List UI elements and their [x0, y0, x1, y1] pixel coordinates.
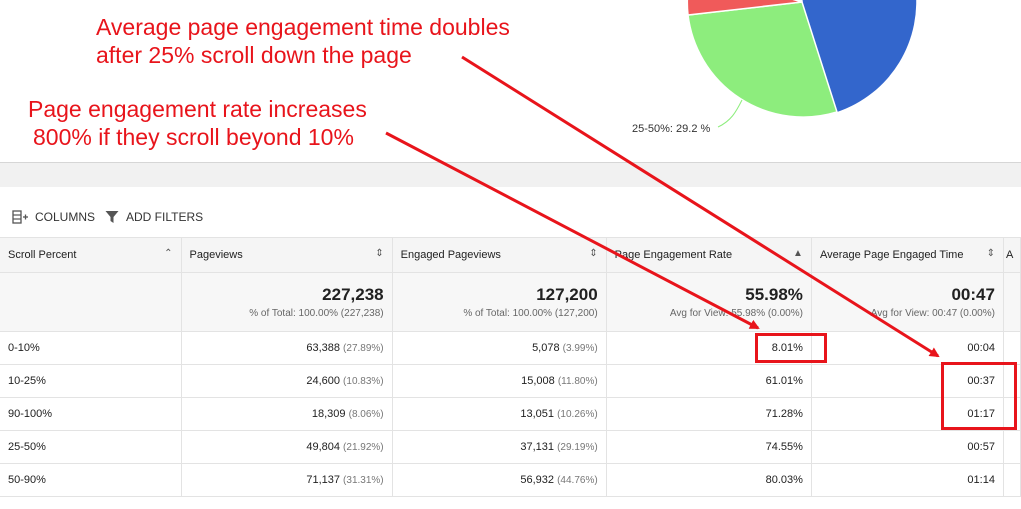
header-average-page-engaged-time[interactable]: Average Page Engaged Time ⇕ [811, 237, 1004, 273]
time-cell: 00:04 [811, 331, 1004, 365]
arrow-to-engagement-rate [385, 131, 760, 330]
add-filters-button[interactable]: ADD FILTERS [105, 210, 203, 224]
scroll-percent-cell[interactable]: 10-25% [0, 364, 182, 398]
totals-row: 227,238% of Total: 100.00% (227,238) 127… [0, 272, 1021, 332]
table-row[interactable]: 0-10% 63,388 (27.89%) 5,078 (3.99%) 8.01… [0, 331, 1021, 365]
columns-icon [12, 210, 28, 224]
table-toolbar: COLUMNS ADD FILTERS [0, 188, 1021, 237]
extra-cell [1003, 430, 1021, 464]
rate-cell: 8.01% [606, 331, 812, 365]
engaged-cell: 56,932 (44.76%) [392, 463, 607, 497]
sort-icon: ⇕ [986, 248, 995, 259]
pie-slice-green[interactable] [687, 1, 838, 118]
header-row: Scroll Percent ⌃ Pageviews ⇕ Engaged Pagev… [0, 237, 1021, 273]
scroll-percent-cell[interactable]: 25-50% [0, 430, 182, 464]
rate-cell: 71.28% [606, 397, 812, 431]
sort-icon: ⇕ [375, 248, 384, 259]
header-extra-column[interactable]: A [1003, 237, 1021, 273]
time-cell: 01:17 [811, 397, 1004, 431]
engaged-cell: 5,078 (3.99%) [392, 331, 607, 365]
pie-chart [686, 0, 917, 128]
pageviews-cell: 18,309 (8.06%) [181, 397, 393, 431]
totals-rate: 55.98% Avg for View: 55.98% (0.00%) [606, 272, 812, 332]
rate-cell: 61.01% [606, 364, 812, 398]
pageviews-cell: 71,137 (31.31%) [181, 463, 393, 497]
sort-icon: ⌃ [164, 248, 173, 259]
sort-icon: ⇕ [589, 248, 598, 259]
section-gap [0, 163, 1021, 187]
totals-label-cell [0, 272, 182, 332]
header-scroll-percent[interactable]: Scroll Percent ⌃ [0, 237, 182, 273]
columns-label: COLUMNS [35, 210, 96, 224]
pageviews-cell: 49,804 (21.92%) [181, 430, 393, 464]
pie-slice-blue[interactable] [802, 0, 917, 112]
time-cell: 00:57 [811, 430, 1004, 464]
pie-slice-red[interactable] [686, 0, 803, 16]
engaged-cell: 13,051 (10.26%) [392, 397, 607, 431]
annotation-engagement-time-line2: after 25% scroll down the page [96, 42, 412, 68]
scroll-percent-cell[interactable]: 0-10% [0, 331, 182, 365]
rate-cell: 74.55% [606, 430, 812, 464]
annotation-engagement-time-line1: Average page engagement time doubles [96, 14, 510, 40]
rate-cell: 80.03% [606, 463, 812, 497]
extra-cell [1003, 463, 1021, 497]
table-row[interactable]: 10-25% 24,600 (10.83%) 15,008 (11.80%) 6… [0, 364, 1021, 398]
header-pageviews[interactable]: Pageviews ⇕ [181, 237, 393, 273]
header-engaged-pageviews[interactable]: Engaged Pageviews ⇕ [392, 237, 607, 273]
pie-label-25-50: 25-50%: 29.2 % [632, 123, 711, 135]
engaged-cell: 15,008 (11.80%) [392, 364, 607, 398]
arrow-to-engaged-time [461, 55, 940, 358]
table-row[interactable]: 25-50% 49,804 (21.92%) 37,131 (29.19%) 7… [0, 430, 1021, 464]
totals-extra [1003, 272, 1021, 332]
totals-engaged: 127,200% of Total: 100.00% (127,200) [392, 272, 607, 332]
totals-pageviews: 227,238% of Total: 100.00% (227,238) [181, 272, 393, 332]
time-cell: 01:14 [811, 463, 1004, 497]
add-filters-label: ADD FILTERS [126, 210, 204, 224]
time-cell: 00:37 [811, 364, 1004, 398]
annotation-engagement-rate-line1: Page engagement rate increases [28, 96, 367, 122]
scroll-percent-cell[interactable]: 50-90% [0, 463, 182, 497]
table-row[interactable]: 50-90% 71,137 (31.31%) 56,932 (44.76%) 8… [0, 463, 1021, 497]
pageviews-cell: 24,600 (10.83%) [181, 364, 393, 398]
engaged-cell: 37,131 (29.19%) [392, 430, 607, 464]
totals-time: 00:47 Avg for View: 00:47 (0.00%) [811, 272, 1004, 332]
scroll-percent-cell[interactable]: 90-100% [0, 397, 182, 431]
highlight-box-time [941, 362, 1017, 430]
pageviews-cell: 63,388 (27.89%) [181, 331, 393, 365]
filter-icon [105, 211, 119, 223]
highlight-box-rate [755, 333, 827, 363]
section-divider [0, 162, 1021, 163]
pie-label-leader [717, 99, 743, 128]
sort-ascending-icon: ▲ [793, 248, 803, 259]
columns-button[interactable]: COLUMNS [12, 210, 95, 224]
annotation-engagement-rate-line2: 800% if they scroll beyond 10% [33, 124, 354, 150]
